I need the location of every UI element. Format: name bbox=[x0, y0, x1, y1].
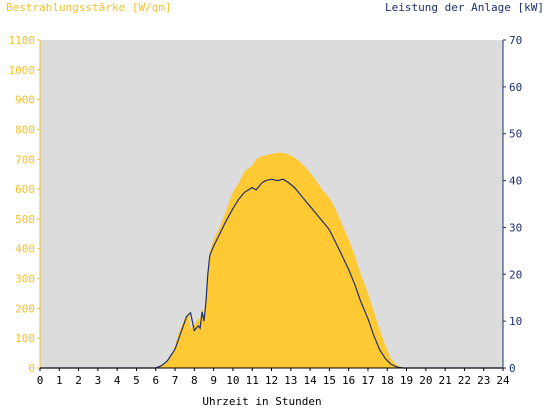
left-tick-label: 300 bbox=[15, 273, 35, 286]
left-tick-label: 1000 bbox=[9, 64, 36, 77]
x-tick-label: 5 bbox=[133, 374, 140, 387]
x-tick-label: 17 bbox=[361, 374, 374, 387]
power-line bbox=[40, 178, 503, 369]
right-tick-label: 20 bbox=[509, 268, 522, 281]
left-tick-label: 600 bbox=[15, 183, 35, 196]
x-axis-title: Uhrzeit in Stunden bbox=[202, 395, 321, 408]
right-tick-label: 30 bbox=[509, 221, 522, 234]
x-tick-label: 20 bbox=[419, 374, 432, 387]
x-tick-label: 6 bbox=[152, 374, 159, 387]
x-tick-label: 18 bbox=[381, 374, 394, 387]
left-tick-label: 200 bbox=[15, 302, 35, 315]
x-tick-label: 10 bbox=[226, 374, 239, 387]
right-tick-label: 50 bbox=[509, 128, 522, 141]
x-tick-label: 22 bbox=[458, 374, 471, 387]
x-tick-label: 3 bbox=[95, 374, 102, 387]
x-tick-label: 12 bbox=[265, 374, 278, 387]
left-tick-label: 800 bbox=[15, 123, 35, 136]
right-tick-label: 0 bbox=[509, 362, 516, 375]
x-tick-label: 13 bbox=[284, 374, 297, 387]
x-tick-label: 21 bbox=[439, 374, 452, 387]
right-tick-label: 60 bbox=[509, 81, 522, 94]
left-tick-label: 1100 bbox=[9, 34, 36, 47]
x-tick-label: 15 bbox=[323, 374, 336, 387]
x-tick-label: 14 bbox=[303, 374, 317, 387]
right-tick-label: 70 bbox=[509, 34, 522, 47]
x-tick-label: 2 bbox=[75, 374, 82, 387]
x-tick-label: 4 bbox=[114, 374, 121, 387]
irradiance-area bbox=[40, 152, 503, 368]
x-tick-label: 24 bbox=[496, 374, 510, 387]
x-tick-label: 23 bbox=[477, 374, 490, 387]
left-tick-label: 700 bbox=[15, 153, 35, 166]
left-tick-label: 100 bbox=[15, 332, 35, 345]
x-tick-label: 9 bbox=[210, 374, 217, 387]
left-axis-title: Bestrahlungsstärke [W/qm] bbox=[6, 1, 172, 14]
x-tick-label: 11 bbox=[246, 374, 259, 387]
x-tick-label: 8 bbox=[191, 374, 198, 387]
left-tick-label: 400 bbox=[15, 243, 35, 256]
left-tick-label: 900 bbox=[15, 94, 35, 107]
left-tick-label: 500 bbox=[15, 213, 35, 226]
right-tick-label: 10 bbox=[509, 315, 522, 328]
x-tick-label: 7 bbox=[172, 374, 179, 387]
right-axis-title: Leistung der Anlage [kW] bbox=[385, 1, 544, 14]
left-tick-label: 0 bbox=[28, 362, 35, 375]
x-tick-label: 19 bbox=[400, 374, 413, 387]
x-tick-label: 1 bbox=[56, 374, 63, 387]
x-tick-label: 16 bbox=[342, 374, 355, 387]
right-tick-label: 40 bbox=[509, 175, 522, 188]
x-tick-label: 0 bbox=[37, 374, 44, 387]
